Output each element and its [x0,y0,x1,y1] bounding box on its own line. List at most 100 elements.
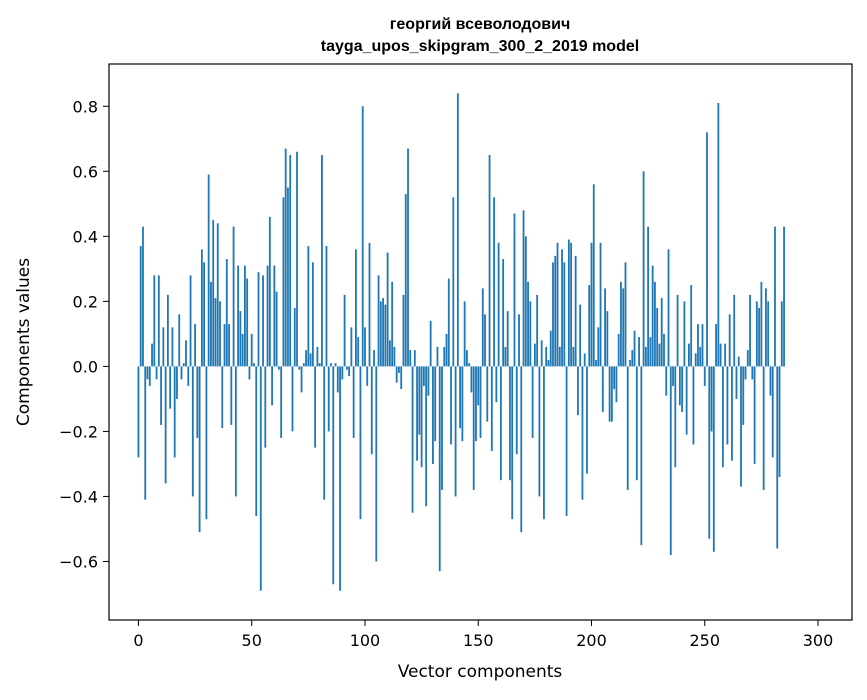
bar-92 [345,366,348,370]
y-axis-label: Components values [14,258,34,426]
x-tick-label: 50 [242,631,262,650]
x-tick-label: 250 [689,631,720,650]
bar-152 [481,288,484,367]
bar-50 [250,333,253,367]
bar-39 [225,259,228,367]
bar-21 [185,340,187,367]
bar-19 [180,366,183,380]
y-tick-label: 0.6 [73,162,98,181]
bar-110 [386,252,389,367]
bar-20 [182,363,185,367]
bar-223 [642,171,645,367]
bar-219 [633,330,636,367]
bar-200 [590,242,593,367]
bar-272 [753,366,756,464]
bar-242 [685,366,688,435]
bar-204 [599,242,602,367]
bar-127 [425,366,428,507]
bar-135 [443,346,446,367]
bar-221 [638,337,640,367]
bar-147 [470,366,473,393]
bar-56 [264,366,267,448]
bar-72 [300,366,303,393]
bar-33 [212,220,215,367]
bar-217 [629,359,631,367]
bar-252 [708,366,711,539]
bar-277 [765,288,767,367]
bar-240 [681,366,684,412]
bar-189 [565,366,568,516]
bar-168 [518,314,520,367]
bar-119 [407,148,409,367]
bar-132 [436,346,439,367]
bar-209 [610,366,613,422]
bar-139 [452,197,455,367]
bar-257 [719,343,722,367]
bar-247 [697,324,699,367]
bar-158 [495,366,498,403]
bar-78 [314,366,317,448]
bar-141 [456,93,459,367]
bar-120 [409,350,412,367]
bar-100 [364,327,366,367]
bar-79 [316,346,319,367]
bar-42 [232,226,235,367]
bar-156 [490,366,493,451]
bar-176 [536,294,539,367]
bar-61 [275,291,278,367]
bar-73 [302,363,305,367]
bar-3 [144,366,147,500]
bar-70 [296,151,298,367]
bar-195 [579,304,582,367]
bars-group [137,93,785,591]
bar-174 [531,366,534,438]
bar-228 [654,281,656,367]
bar-284 [780,301,783,367]
bar-51 [253,363,255,367]
y-tick-label: 0.2 [73,292,98,311]
bar-36 [219,301,221,367]
bar-243 [688,343,690,367]
bar-184 [554,255,557,367]
bar-171 [524,236,527,367]
y-tick-label: −0.2 [59,422,98,441]
bar-59 [271,366,273,406]
x-tick-label: 100 [350,631,381,650]
bar-63 [280,366,283,438]
bar-271 [751,366,754,380]
bar-123 [416,366,418,461]
bar-74 [305,350,307,367]
bar-197 [583,353,586,367]
bar-64 [282,197,285,367]
bar-169 [520,366,523,533]
bar-202 [595,359,597,367]
bar-208 [608,366,611,422]
bar-192 [572,346,575,367]
bar-167 [515,366,518,455]
bar-82 [323,366,326,500]
bar-107 [379,301,382,367]
bar-245 [692,366,695,445]
bar-126 [422,366,425,386]
bar-35 [216,223,219,367]
bar-114 [395,366,398,383]
x-tick-label: 150 [463,631,494,650]
bar-0 [137,366,140,458]
bar-218 [631,350,634,367]
chart-title: георгий всеволодович [390,16,571,33]
bar-248 [699,346,702,367]
bar-225 [647,226,650,367]
bar-149 [475,366,477,442]
bar-6 [151,343,153,367]
bar-226 [649,337,652,367]
bar-230 [658,343,661,367]
bar-260 [726,366,729,445]
bar-279 [769,366,772,396]
bar-154 [486,366,489,422]
bar-125 [420,366,423,468]
bar-215 [624,262,627,367]
bar-253 [710,366,713,432]
bar-30 [205,366,208,520]
bar-11 [162,327,165,367]
bar-43 [234,366,237,497]
